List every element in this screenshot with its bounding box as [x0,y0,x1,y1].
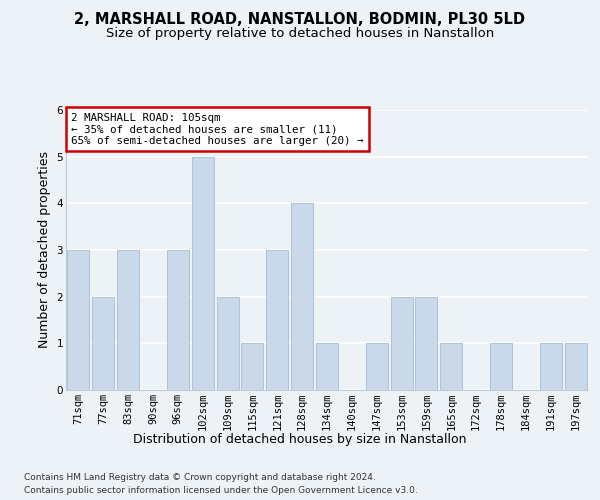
Bar [440,344,462,390]
Bar [67,250,89,390]
Bar [217,296,239,390]
Text: 2, MARSHALL ROAD, NANSTALLON, BODMIN, PL30 5LD: 2, MARSHALL ROAD, NANSTALLON, BODMIN, PL… [74,12,526,28]
Bar [291,204,313,390]
Bar [316,344,338,390]
Bar [266,250,288,390]
Bar [540,344,562,390]
Bar [391,296,413,390]
Bar [490,344,512,390]
Text: Size of property relative to detached houses in Nanstallon: Size of property relative to detached ho… [106,28,494,40]
Text: Contains public sector information licensed under the Open Government Licence v3: Contains public sector information licen… [24,486,418,495]
Text: 2 MARSHALL ROAD: 105sqm
← 35% of detached houses are smaller (11)
65% of semi-de: 2 MARSHALL ROAD: 105sqm ← 35% of detache… [71,113,364,146]
Bar [241,344,263,390]
Text: Distribution of detached houses by size in Nanstallon: Distribution of detached houses by size … [133,432,467,446]
Bar [92,296,114,390]
Bar [565,344,587,390]
Bar [192,156,214,390]
Bar [117,250,139,390]
Text: Contains HM Land Registry data © Crown copyright and database right 2024.: Contains HM Land Registry data © Crown c… [24,472,376,482]
Y-axis label: Number of detached properties: Number of detached properties [38,152,51,348]
Bar [167,250,189,390]
Bar [366,344,388,390]
Bar [415,296,437,390]
